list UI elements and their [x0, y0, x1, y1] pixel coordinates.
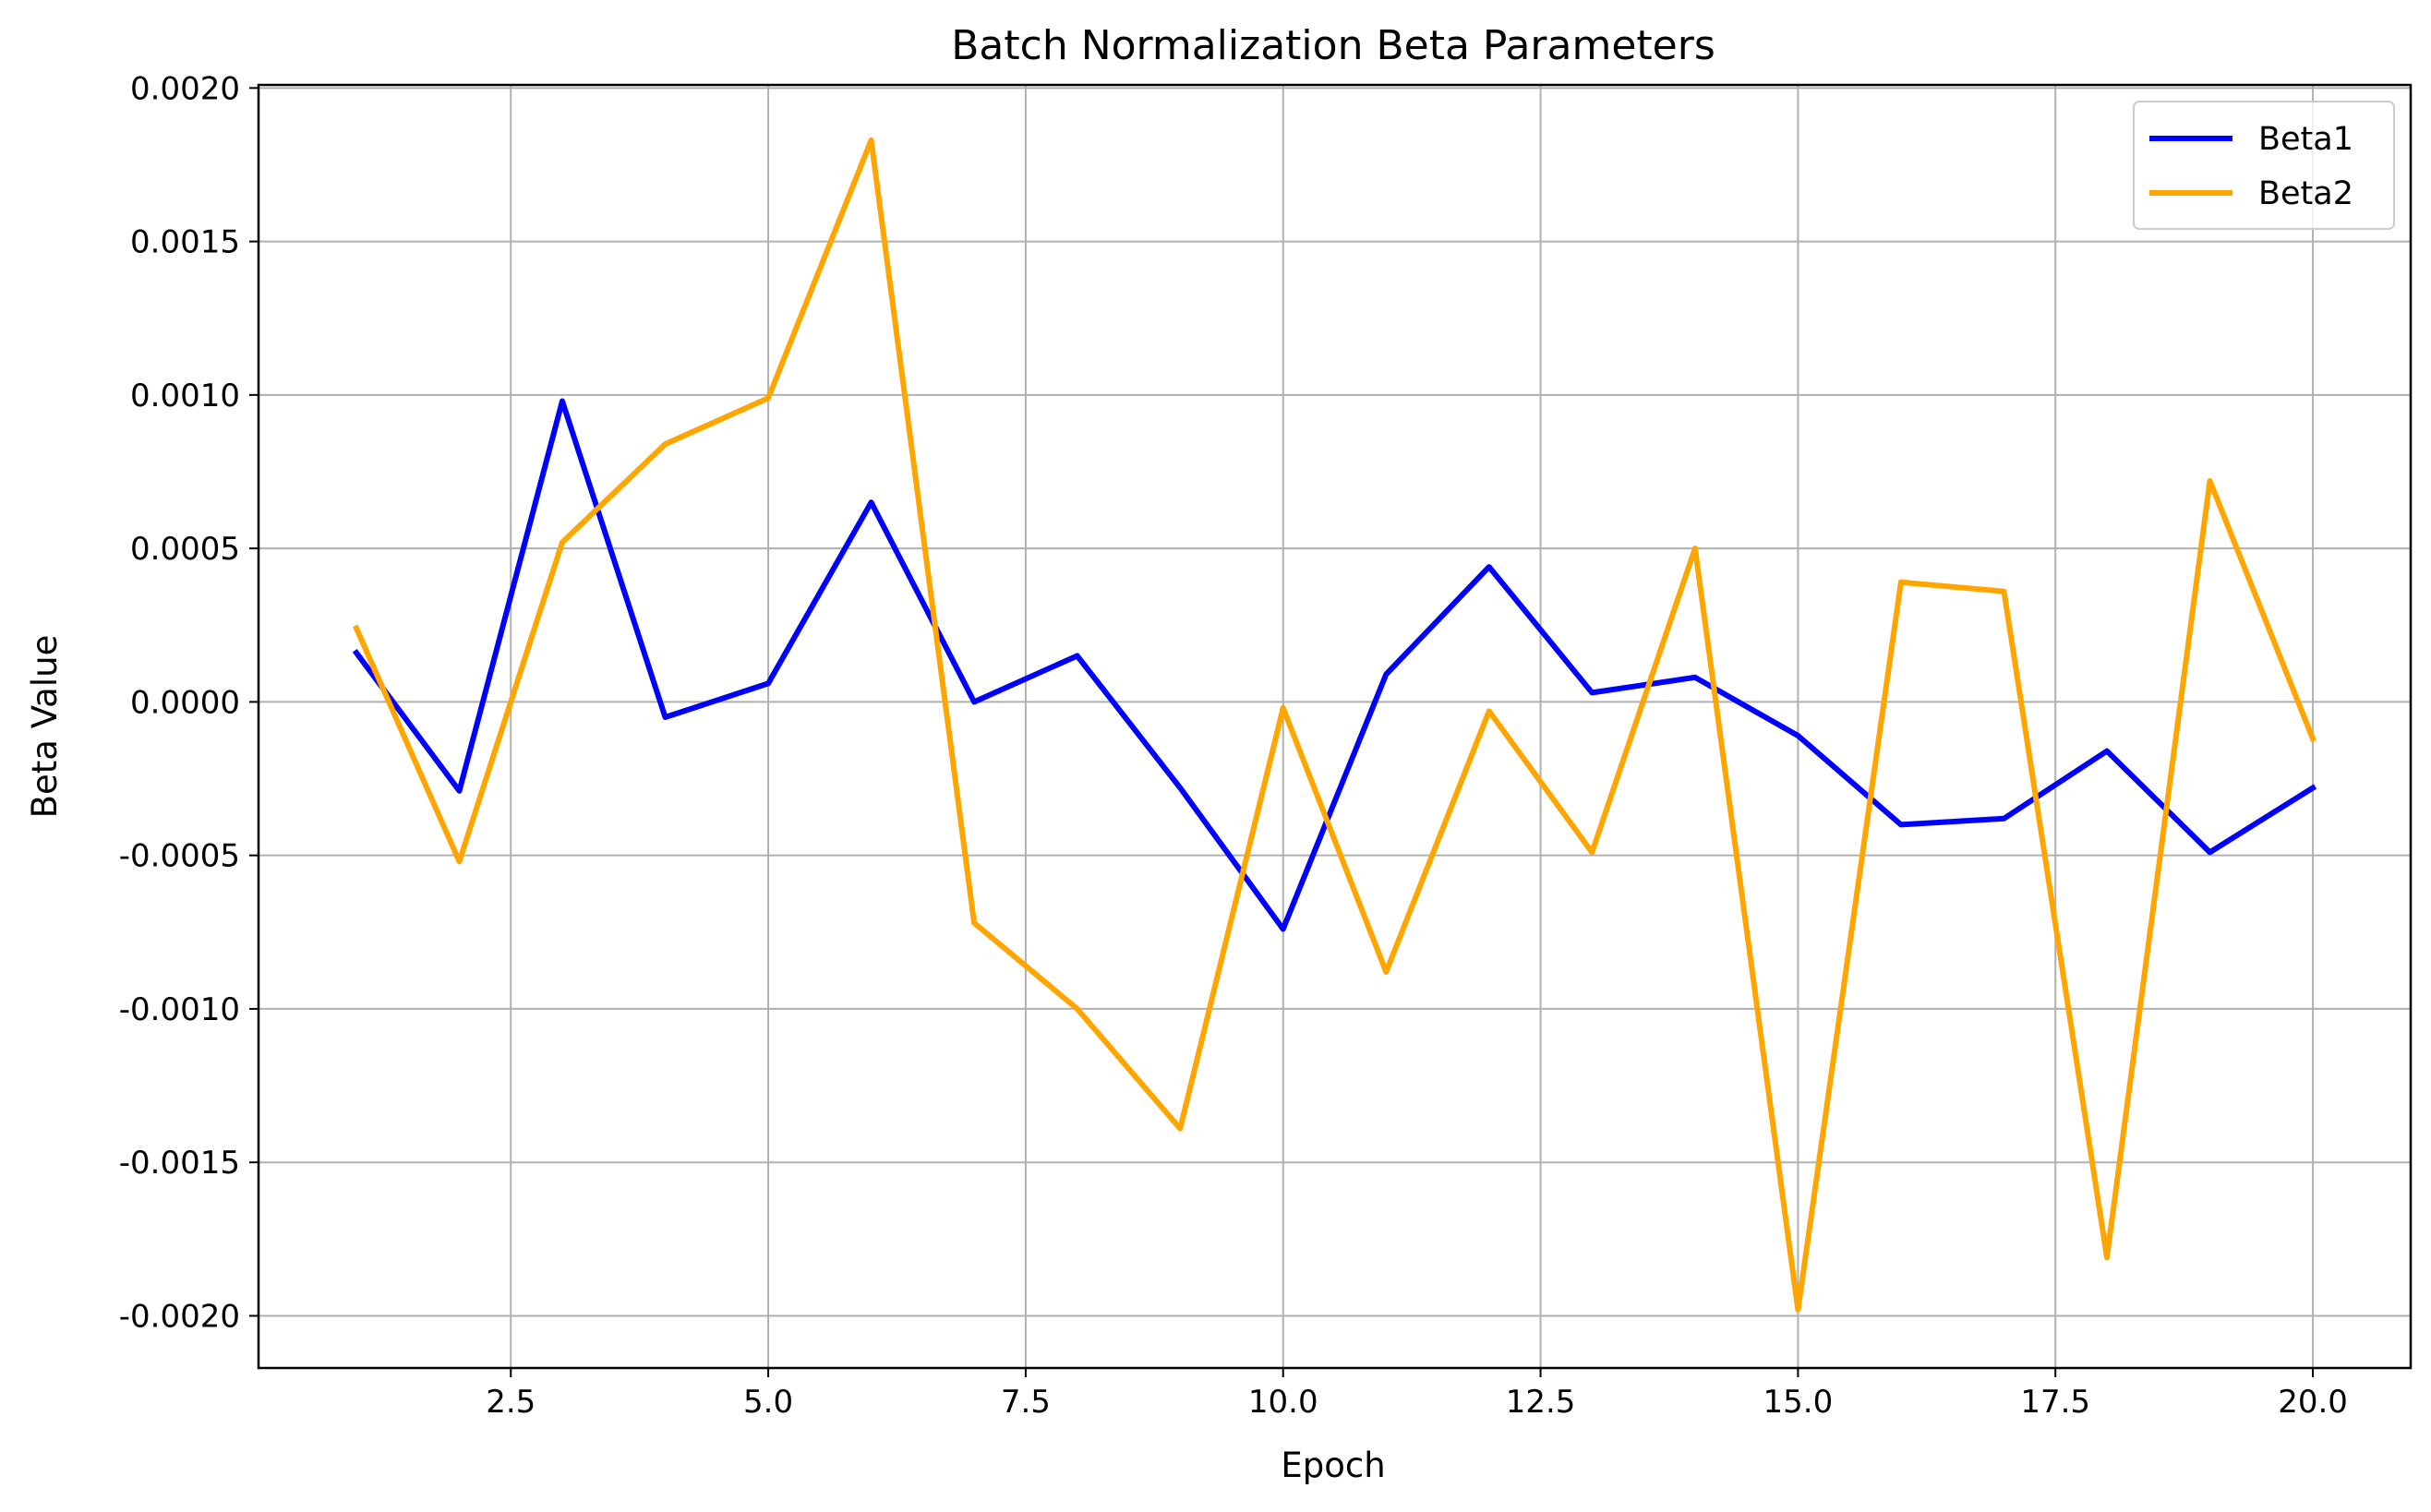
y-tick-label: -0.0020 [119, 1298, 240, 1335]
grid [259, 85, 2411, 1368]
y-axis-title: Beta Value [25, 635, 65, 819]
y-tick-label: -0.0005 [119, 838, 240, 875]
y-axis-ticks: -0.0020 -0.0015 -0.0010 -0.0005 0.0000 0.0005… [119, 70, 259, 1335]
x-tick-label: 5.0 [743, 1384, 793, 1421]
x-axis-ticks: 2.5 5.0 7.5 10.0 12.5 15.0 17.5 20.0 [486, 1368, 2348, 1421]
plot-area-frame [257, 83, 2413, 1370]
chart-title: Batch Normalization Beta Parameters [951, 22, 1715, 69]
y-tick-label: 0.0020 [130, 70, 240, 107]
y-tick-label: -0.0010 [119, 991, 240, 1028]
x-tick-label: 20.0 [2278, 1384, 2348, 1421]
y-tick-label: -0.0015 [119, 1145, 240, 1182]
legend: Beta1 Beta2 [2133, 101, 2395, 230]
x-axis-title: Epoch [1281, 1446, 1385, 1485]
series-line-beta1 [352, 398, 2317, 932]
y-tick-label: 0.0015 [130, 224, 240, 261]
x-tick-label: 7.5 [1001, 1384, 1051, 1421]
legend-frame [2133, 101, 2395, 230]
x-tick-label: 15.0 [1763, 1384, 1834, 1421]
x-tick-label: 2.5 [486, 1384, 536, 1421]
legend-label-beta1: Beta1 [2258, 121, 2353, 158]
legend-label-beta2: Beta2 [2258, 175, 2353, 212]
x-tick-label: 17.5 [2020, 1384, 2090, 1421]
series-lines [352, 137, 2317, 1313]
y-tick-label: 0.0000 [130, 684, 240, 721]
y-tick-label: 0.0005 [130, 531, 240, 568]
x-tick-label: 10.0 [1248, 1384, 1318, 1421]
x-tick-label: 12.5 [1506, 1384, 1576, 1421]
y-tick-label: 0.0010 [130, 378, 240, 414]
series-line-beta2 [353, 137, 2317, 1313]
